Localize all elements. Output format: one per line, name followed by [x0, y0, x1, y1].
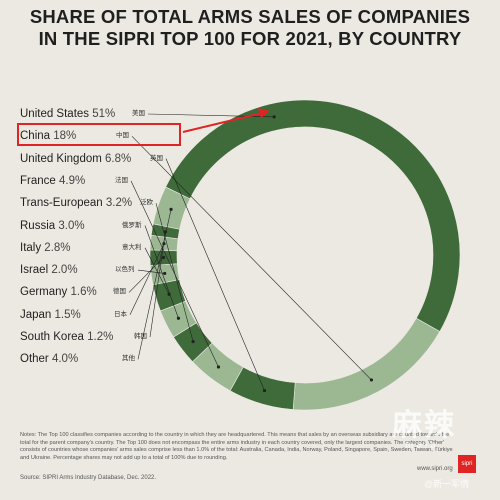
label-name: France: [20, 174, 59, 187]
label-chinese: 德国: [113, 288, 126, 296]
leader-dot: [191, 339, 195, 344]
leader-line: [131, 136, 372, 381]
label-israel: Israel 2.0% 以色列: [20, 260, 210, 280]
label-china: China 18% 中国: [20, 126, 210, 146]
leader-line: [129, 243, 165, 315]
label-chinese: 俄罗斯: [122, 221, 142, 229]
leader-dot: [262, 388, 267, 393]
leader-line: [144, 247, 170, 295]
label-value: 18%: [53, 130, 77, 143]
leader-line: [137, 269, 165, 274]
label-chinese: 以色列: [115, 266, 135, 274]
label-france: France 4.9% 法国: [20, 171, 210, 191]
label-chinese: 韩国: [134, 333, 147, 340]
label-germany: Germany 1.6% 德国: [20, 282, 210, 302]
label-name: Trans-European: [20, 197, 106, 210]
watermark-main: 麻辣: [392, 409, 456, 442]
label-value: 3.2%: [105, 197, 133, 210]
label-italy: Italy 2.8% 意大利: [20, 238, 210, 258]
label-name: Russia: [20, 219, 59, 232]
leader-dot: [163, 271, 167, 276]
chart-source: Source: SIPRI Arms Industry Database, De…: [20, 475, 157, 481]
china-highlight-box: [17, 123, 181, 146]
title-line-1: SHARE OF TOTAL ARMS SALES OF COMPANIES: [29, 6, 471, 27]
label-united-kingdom: United Kingdom 6.8% 英国: [20, 149, 210, 169]
label-name: United Kingdom: [20, 152, 106, 165]
leader-dot: [161, 255, 166, 260]
label-japan: Japan 1.5% 日本: [20, 305, 210, 325]
label-name: Other: [20, 353, 52, 366]
label-value: 1.6%: [70, 286, 97, 299]
leader-dot: [369, 378, 374, 382]
label-chinese: 泛欧: [140, 199, 153, 207]
label-chinese: 法国: [115, 176, 128, 184]
label-value: 2.0%: [51, 264, 78, 277]
label-chinese: 日本: [114, 310, 127, 318]
label-chinese: 中国: [116, 132, 129, 140]
label-russia: Russia 3.0% 俄罗斯: [20, 216, 210, 236]
label-trans-european: Trans-European 3.2% 泛欧: [20, 193, 210, 213]
leader-line: [137, 209, 172, 360]
leader-line: [144, 225, 179, 319]
label-name: China: [20, 130, 54, 143]
watermark-sub: mala: [405, 440, 439, 451]
highlight-arrow-head: [258, 108, 270, 118]
label-name: United States: [20, 108, 93, 120]
label-chinese: 意大利: [122, 243, 142, 251]
watermark-handle: @新一军情: [424, 479, 470, 489]
label-chinese: 美国: [132, 110, 145, 117]
label-south-korea: South Korea 1.2% 韩国: [20, 327, 210, 347]
leader-dot: [272, 115, 276, 119]
label-name: Italy: [20, 241, 45, 254]
label-chinese: 其他: [122, 355, 135, 363]
chart-notes: Notes: The Top 100 classifies companies …: [20, 432, 453, 461]
title-line-2: IN THE SIPRI TOP 100 FOR 2021, BY COUNTR…: [38, 28, 462, 49]
label-value: 1.2%: [87, 331, 114, 343]
slice-china: [292, 317, 441, 411]
sipri-logo: sipri: [458, 455, 476, 473]
label-name: South Korea: [20, 331, 88, 343]
leader-line: [165, 158, 265, 391]
label-name: Israel: [20, 264, 52, 277]
leader-dot: [176, 316, 181, 320]
label-united-states: United States 51% 美国: [20, 104, 210, 124]
slice-united-states: [165, 99, 461, 332]
sipri-url: www.sipri.org: [417, 466, 453, 472]
leader-dot: [167, 292, 171, 296]
label-value: 4.0%: [51, 353, 79, 366]
label-value: 3.0%: [58, 219, 85, 232]
chart-title: SHARE OF TOTAL ARMS SALES OF COMPANIES I…: [0, 6, 500, 50]
label-chinese: 英国: [150, 154, 163, 162]
label-value: 6.8%: [105, 152, 132, 165]
label-other: Other 4.0% 其他: [20, 349, 210, 369]
leader-line: [149, 231, 166, 338]
leader-line: [147, 113, 275, 118]
label-value: 4.9%: [59, 174, 86, 187]
label-value: 2.8%: [44, 241, 71, 254]
label-name: Germany: [20, 286, 71, 299]
leader-dot: [169, 207, 173, 211]
label-name: Japan: [20, 308, 55, 321]
leader-dot: [216, 365, 221, 369]
leader-line: [128, 257, 164, 293]
leader-line: [155, 203, 194, 342]
highlight-arrow: [182, 112, 263, 133]
label-value: 1.5%: [54, 308, 81, 321]
label-value: 51%: [92, 108, 116, 120]
